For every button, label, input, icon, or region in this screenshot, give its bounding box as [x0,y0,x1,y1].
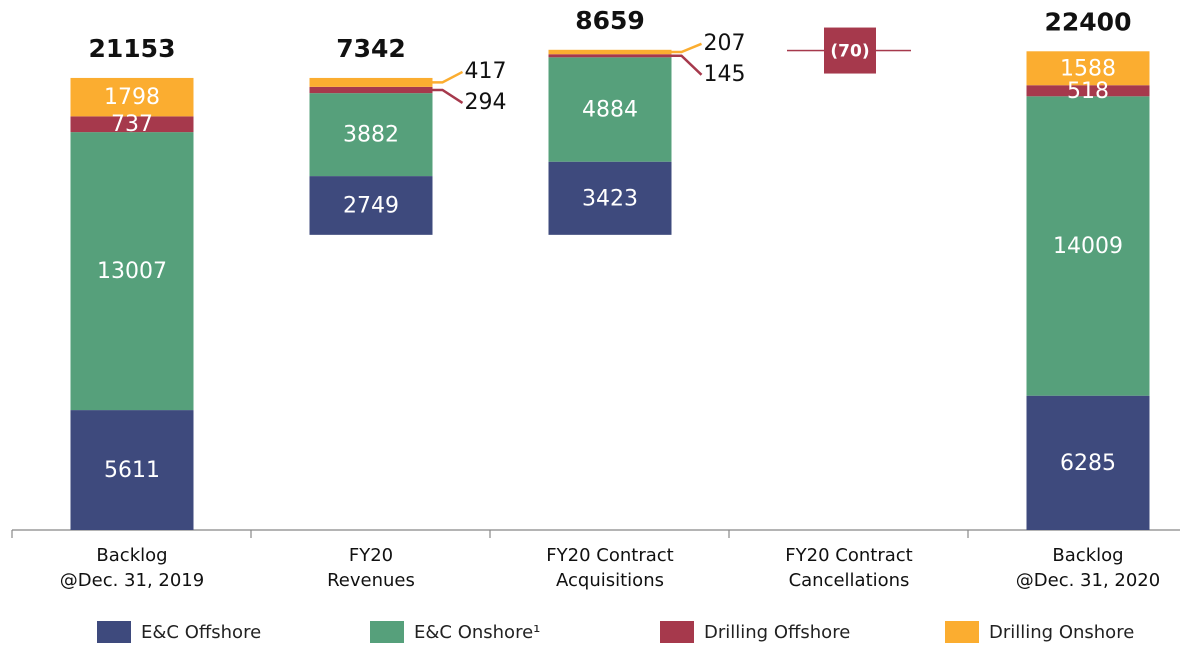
bar-segment [1026,395,1150,530]
x-tick-label: FY20 Contract [546,545,673,566]
legend-label: E&C Onshore¹ [414,622,540,643]
x-tick-label: Acquisitions [556,570,664,591]
x-tick-label: @Dec. 31, 2019 [60,570,204,591]
value-label: 14009 [1053,234,1123,259]
total-label: 22400 [1045,7,1132,36]
bar-segment [309,77,433,87]
bar-segment [70,132,194,411]
bar-segment [70,77,194,117]
bar-segment [309,86,433,94]
total-label: 8659 [575,6,645,35]
x-tick-label: @Dec. 31, 2020 [1016,570,1160,591]
leader-line [432,88,464,104]
x-tick-label: Backlog [96,545,167,566]
bar-segment [1026,51,1150,86]
total-label: 21153 [89,34,176,63]
value-label: 6285 [1060,451,1116,476]
value-label: 417 [465,59,507,84]
value-label: 3423 [582,186,638,211]
legend-label: Drilling Onshore [989,622,1134,643]
bar-segment [548,161,672,235]
bar-segment [70,116,194,133]
x-tick-label: Cancellations [789,570,910,591]
bar-segment [309,176,433,235]
value-label: 207 [704,31,746,56]
bar-segment [548,49,672,55]
value-label: 294 [465,90,507,115]
value-label: 1588 [1060,56,1116,81]
value-label: 737 [111,112,153,137]
value-label: 5611 [104,458,160,483]
legend-swatch [660,621,694,643]
x-tick-label: Revenues [327,570,415,591]
legend-label: E&C Offshore [141,622,261,643]
leader-line [432,70,464,84]
value-label: 145 [704,62,746,87]
value-label: 2749 [343,193,399,218]
value-label: 4884 [582,98,638,123]
bar-segment [309,93,433,177]
bar-segment [70,410,194,530]
legend-label: Drilling Offshore [704,622,850,643]
leader-line [671,54,703,76]
value-label: 3882 [343,123,399,148]
total-label: 7342 [336,34,406,63]
x-tick-label: FY20 [349,545,393,566]
legend-swatch [370,621,404,643]
bar-segment [548,57,672,162]
label-box [824,27,876,74]
bar-segment [1026,96,1150,396]
x-tick-label: Backlog [1052,545,1123,566]
leader-line [671,42,702,54]
value-label: (70) [830,42,869,62]
x-tick-label: FY20 Contract [785,545,912,566]
value-label: 1798 [104,85,160,110]
value-label: 518 [1067,79,1109,104]
value-label: 13007 [97,259,167,284]
bar-segment [1026,85,1150,97]
legend-swatch [97,621,131,643]
legend-swatch [945,621,979,643]
bar-segment [548,54,672,58]
